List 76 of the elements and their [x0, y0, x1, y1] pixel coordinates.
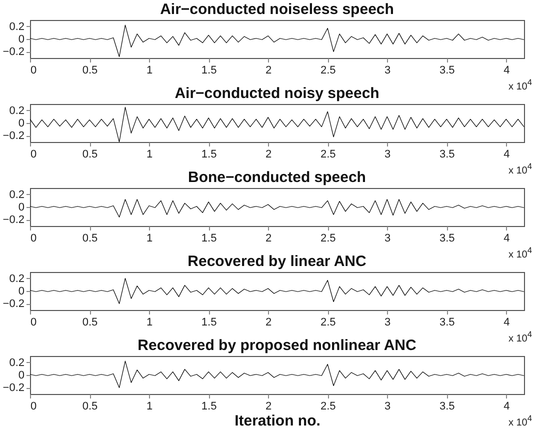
x-tick-label: 3	[384, 64, 391, 76]
y-tick-label: 0	[18, 118, 24, 130]
x-tick-label: 1	[146, 232, 153, 244]
x-tick-label: 0	[30, 148, 37, 160]
x-tick-label: 0	[30, 64, 37, 76]
x-tick-label: 3	[384, 400, 391, 412]
y-tick-label: −0.2	[2, 214, 24, 226]
x-tick-label: 4	[504, 400, 510, 412]
y-tick-label: 0.2	[9, 104, 24, 117]
x-tick-label: 0.5	[82, 400, 98, 412]
x-tick-label: 0	[30, 400, 37, 412]
x-tick-label: 3	[384, 316, 391, 328]
y-tick-label: 0	[18, 370, 24, 382]
x-tick-label: 2	[266, 148, 272, 160]
x-tick-label: 2.5	[320, 148, 336, 160]
x-tick-label: 1	[146, 148, 153, 160]
line-series	[30, 24, 524, 58]
x-tick-label: 0	[30, 316, 37, 328]
y-tick-label: 0	[18, 34, 24, 46]
y-tick-label: −0.2	[2, 382, 24, 394]
line-series	[30, 360, 524, 388]
line-series	[30, 278, 524, 304]
y-tick-label: −0.2	[2, 46, 24, 58]
x-tick-label: 2.5	[320, 316, 336, 328]
x-tick-label: 4	[504, 316, 510, 328]
chart-title: Bone−conducted speech	[188, 169, 366, 186]
x-tick-label: 0.5	[82, 148, 98, 160]
x-tick-label: 1	[146, 400, 153, 412]
x-tick-label: 3.5	[439, 316, 455, 328]
x-tick-label: 3.5	[439, 148, 455, 160]
x-tick-label: 1	[146, 64, 153, 76]
x-tick-label: 3.5	[439, 232, 455, 244]
y-tick-label: 0.2	[9, 356, 24, 369]
x-tick-label: 4	[504, 148, 510, 160]
x-axis-title: Iteration no.	[234, 412, 320, 430]
y-tick-label: 0.2	[9, 272, 24, 285]
y-tick-label: 0	[18, 202, 24, 214]
y-tick-label: −0.2	[2, 298, 24, 310]
x-tick-label: 2	[266, 400, 272, 412]
x-tick-label: 0	[30, 232, 37, 244]
x-tick-label: 3	[384, 232, 391, 244]
x-tick-label: 0.5	[82, 232, 98, 244]
x-tick-label: 0.5	[82, 64, 98, 76]
chart-title: Air−conducted noiseless speech	[160, 1, 394, 18]
x-tick-label: 1.5	[201, 148, 217, 160]
x-tick-label: 1	[146, 316, 153, 328]
text: x 10$^{4}$	[508, 160, 532, 176]
y-tick-label: 0.2	[9, 188, 24, 201]
x-tick-label: 4	[504, 64, 510, 76]
chart-title: Recovered by proposed nonlinear ANC	[138, 337, 416, 354]
x-tick-label: 2	[266, 232, 272, 244]
y-tick-label: 0	[18, 286, 24, 298]
chart-title: Recovered by linear ANC	[188, 253, 366, 270]
y-tick-label: 0.2	[9, 20, 24, 33]
x-tick-label: 3.5	[439, 400, 455, 412]
chart-title: Air−conducted noisy speech	[174, 85, 380, 102]
x-tick-label: 2.5	[320, 400, 336, 412]
x-tick-label: 2	[266, 316, 272, 328]
x-tick-label: 1.5	[201, 232, 217, 244]
x-tick-label: 2.5	[320, 64, 336, 76]
x-tick-label: 0.5	[82, 316, 98, 328]
text: x 10$^{4}$	[508, 244, 532, 260]
line-series	[30, 199, 524, 218]
x-tick-label: 1.5	[201, 64, 217, 76]
text: x 10$^{4}$	[508, 412, 532, 428]
text: x 10$^{4}$	[508, 328, 532, 344]
x-tick-label: 2	[266, 64, 272, 76]
x-tick-label: 3	[384, 148, 391, 160]
x-tick-label: 3.5	[439, 64, 455, 76]
x-tick-label: 4	[504, 232, 510, 244]
x-tick-label: 1.5	[201, 316, 217, 328]
x-tick-label: 1.5	[201, 400, 217, 412]
text: x 10$^{4}$	[508, 76, 532, 92]
line-series	[30, 106, 524, 142]
y-tick-label: −0.2	[2, 130, 24, 142]
x-tick-label: 2.5	[320, 232, 336, 244]
